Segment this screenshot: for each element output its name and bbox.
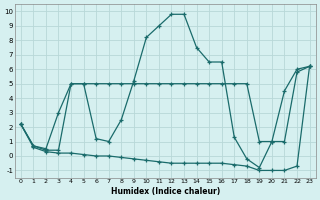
X-axis label: Humidex (Indice chaleur): Humidex (Indice chaleur) xyxy=(111,187,220,196)
